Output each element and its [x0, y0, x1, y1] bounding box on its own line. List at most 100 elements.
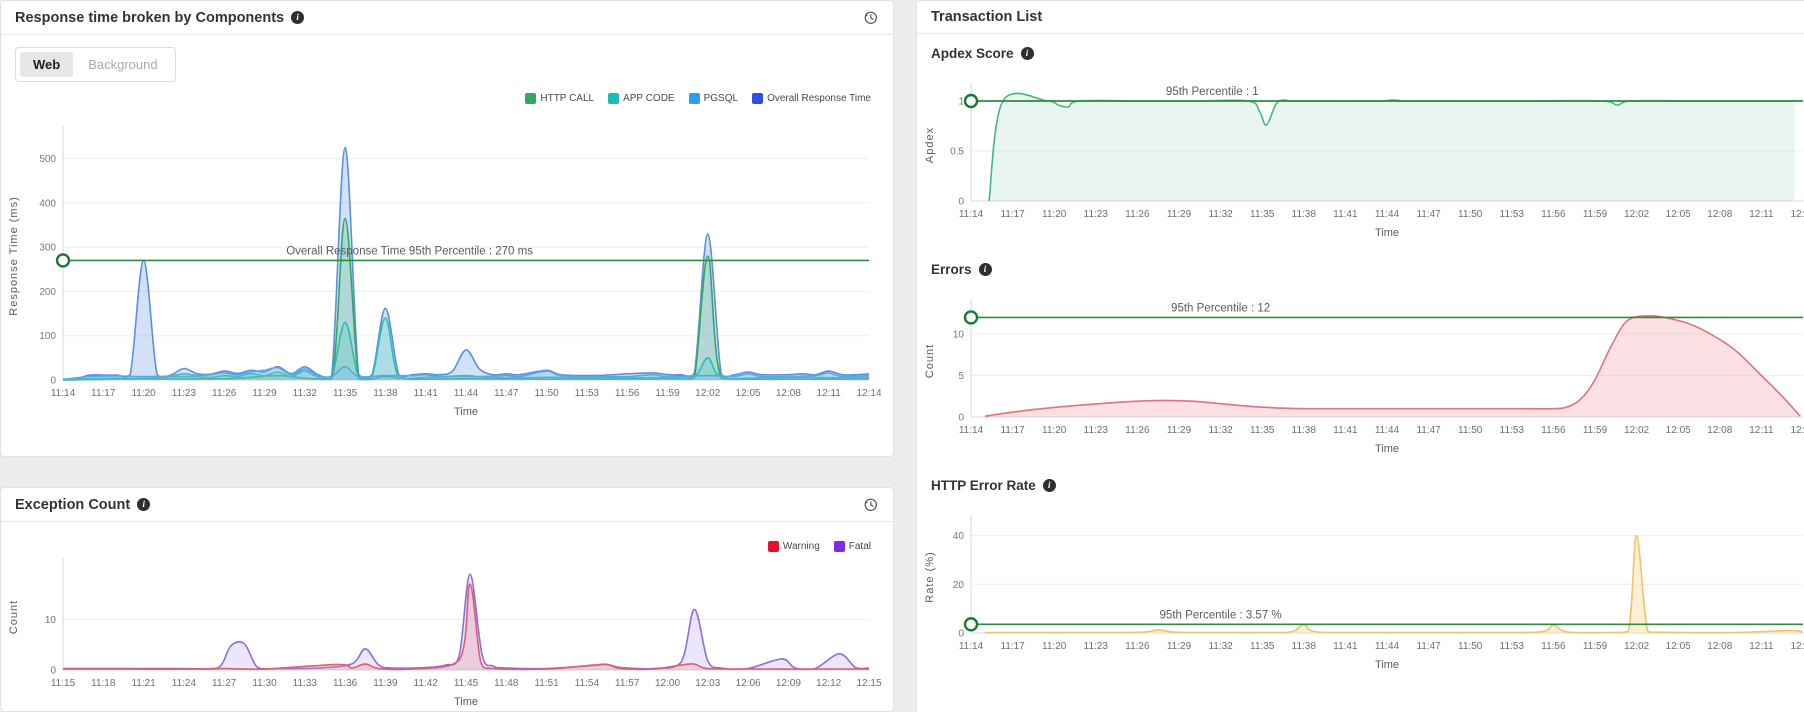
svg-text:Count: Count [8, 600, 20, 634]
svg-text:11:17: 11:17 [1000, 209, 1025, 220]
svg-text:11:17: 11:17 [1000, 425, 1025, 436]
svg-text:11:38: 11:38 [1292, 425, 1317, 436]
svg-text:12:08: 12:08 [1707, 425, 1732, 436]
exception-count-panel: Exception Count i Warning Fatal 0 10 11:15 1… [0, 487, 894, 712]
svg-text:11:14: 11:14 [959, 425, 984, 436]
history-icon[interactable] [862, 9, 879, 26]
svg-text:Time: Time [1375, 227, 1399, 239]
svg-text:11:26: 11:26 [212, 388, 237, 399]
svg-text:11:51: 11:51 [534, 678, 559, 689]
info-icon[interactable]: i [1042, 479, 1056, 492]
svg-text:Time: Time [1375, 659, 1399, 671]
svg-text:11:53: 11:53 [575, 388, 600, 399]
svg-text:12:08: 12:08 [1707, 209, 1732, 220]
http-error-rate-chart[interactable]: 0 20 40 11:14 11:17 11:20 11:23 11:26 11:29 11:32… [917, 495, 1804, 682]
svg-text:11:30: 11:30 [252, 678, 277, 689]
svg-text:Time: Time [1375, 443, 1399, 455]
response-time-legend: HTTP CALL APP CODE PGSQL Overall Response T… [1, 88, 893, 108]
svg-text:12:11: 12:11 [1749, 425, 1774, 436]
svg-text:12:11: 12:11 [1749, 209, 1774, 220]
svg-text:11:29: 11:29 [252, 388, 277, 399]
info-icon[interactable]: i [1020, 47, 1034, 60]
section-title: HTTP Error Rate [931, 478, 1036, 493]
svg-text:12:02: 12:02 [1624, 209, 1649, 220]
svg-text:11:56: 11:56 [1541, 209, 1566, 220]
tab-background[interactable]: Background [88, 57, 158, 72]
legend-item[interactable]: Fatal [833, 540, 871, 552]
svg-text:Time: Time [454, 696, 478, 708]
svg-text:11:14: 11:14 [959, 209, 984, 220]
svg-text:0: 0 [958, 413, 964, 424]
svg-text:11:38: 11:38 [373, 388, 398, 399]
exception-count-header: Exception Count i [1, 488, 893, 522]
svg-text:11:23: 11:23 [172, 388, 197, 399]
svg-text:10: 10 [953, 330, 965, 341]
svg-text:11:59: 11:59 [1583, 641, 1608, 652]
apdex-header: Apdex Score i [917, 34, 1804, 63]
svg-text:12:02: 12:02 [1624, 641, 1649, 652]
svg-text:0: 0 [50, 666, 56, 677]
svg-text:12:11: 12:11 [1749, 641, 1774, 652]
errors-header: Errors i [917, 250, 1804, 279]
svg-text:5: 5 [958, 371, 964, 382]
info-icon[interactable]: i [291, 11, 305, 24]
history-icon[interactable] [862, 496, 879, 513]
errors-chart[interactable]: 0 5 10 11:14 11:17 11:20 11:23 11:26 11:29 11:32 1… [917, 279, 1804, 466]
svg-text:11:56: 11:56 [1541, 425, 1566, 436]
svg-text:500: 500 [39, 154, 56, 165]
transaction-list-header: Transaction List [917, 1, 1804, 34]
svg-text:11:53: 11:53 [1500, 641, 1525, 652]
svg-text:12:06: 12:06 [736, 678, 761, 689]
response-time-chart[interactable]: 0 100 200 300 400 500 11:14 11:17 11:20 11:23 11:2… [1, 108, 893, 433]
svg-text:Count: Count [924, 344, 936, 378]
section-title: Errors [931, 262, 972, 277]
legend-item[interactable]: PGSQL [688, 92, 739, 104]
legend-label: PGSQL [703, 92, 739, 104]
svg-text:20: 20 [953, 580, 965, 591]
svg-text:11:35: 11:35 [1250, 641, 1275, 652]
legend-item[interactable]: HTTP CALL [525, 92, 595, 104]
svg-text:11:56: 11:56 [615, 388, 640, 399]
svg-text:11:41: 11:41 [414, 388, 439, 399]
section-title: Apdex Score [931, 46, 1014, 61]
svg-text:11:59: 11:59 [655, 388, 680, 399]
legend-item[interactable]: APP CODE [608, 92, 675, 104]
legend-item[interactable]: Overall Response Time [752, 92, 871, 104]
svg-text:11:38: 11:38 [1292, 209, 1317, 220]
svg-text:11:35: 11:35 [1250, 209, 1275, 220]
exception-count-chart[interactable]: 0 10 11:15 11:18 11:21 11:24 11:27 11:30 11:33 11… [1, 556, 893, 711]
response-time-panel: Response time broken by Components i Web… [0, 0, 894, 457]
svg-text:12:08: 12:08 [1707, 641, 1732, 652]
svg-text:12:00: 12:00 [655, 678, 680, 689]
legend-item[interactable]: Warning [767, 540, 820, 552]
svg-text:11:17: 11:17 [91, 388, 116, 399]
legend-label: Overall Response Time [767, 92, 871, 104]
svg-text:11:36: 11:36 [333, 678, 358, 689]
legend-label: HTTP CALL [540, 92, 595, 104]
svg-text:11:57: 11:57 [615, 678, 640, 689]
legend-swatch [608, 92, 620, 104]
svg-text:11:32: 11:32 [1208, 425, 1233, 436]
svg-text:11:14: 11:14 [51, 388, 76, 399]
svg-text:12:03: 12:03 [695, 678, 720, 689]
apdex-chart[interactable]: 0 0.5 1 11:14 11:17 11:20 11:23 11:26 11:29 11:32… [917, 63, 1804, 250]
svg-text:11:20: 11:20 [131, 388, 156, 399]
svg-text:11:18: 11:18 [91, 678, 116, 689]
legend-swatch [833, 540, 845, 552]
svg-text:11:32: 11:32 [1208, 641, 1233, 652]
svg-text:11:24: 11:24 [172, 678, 197, 689]
tab-web[interactable]: Web [20, 52, 74, 77]
info-icon[interactable]: i [137, 498, 151, 511]
svg-text:11:54: 11:54 [575, 678, 600, 689]
svg-text:11:50: 11:50 [1458, 425, 1483, 436]
info-icon[interactable]: i [978, 263, 992, 276]
svg-text:11:45: 11:45 [454, 678, 479, 689]
svg-text:12:05: 12:05 [736, 388, 761, 399]
legend-swatch [767, 540, 779, 552]
svg-text:12:08: 12:08 [776, 388, 801, 399]
svg-text:11:47: 11:47 [1416, 641, 1441, 652]
svg-text:11:21: 11:21 [131, 678, 156, 689]
svg-text:11:50: 11:50 [1458, 641, 1483, 652]
svg-text:11:59: 11:59 [1583, 425, 1608, 436]
svg-text:11:41: 11:41 [1333, 641, 1358, 652]
